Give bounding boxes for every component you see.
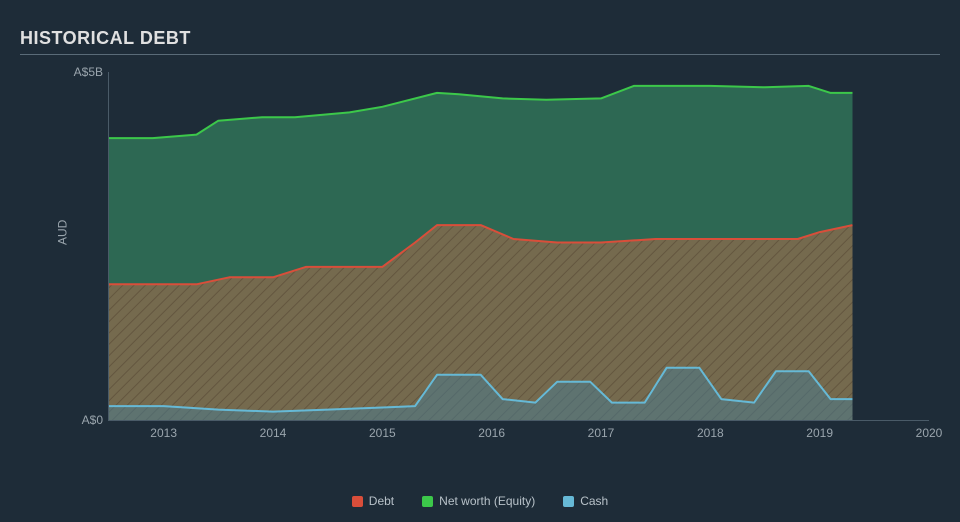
y-tick-label: A$0: [82, 413, 109, 427]
legend-item: Debt: [352, 493, 394, 508]
chart-area: A$0A$5B20132014201520162017201820192020 …: [20, 72, 940, 462]
plot-region: A$0A$5B20132014201520162017201820192020: [108, 72, 929, 421]
legend-label: Cash: [580, 494, 608, 508]
title-underline: [20, 54, 940, 55]
area-chart-svg: [109, 72, 929, 420]
x-tick-label: 2015: [369, 420, 396, 440]
x-tick-label: 2020: [916, 420, 943, 440]
x-tick-label: 2016: [478, 420, 505, 440]
x-tick-label: 2013: [150, 420, 177, 440]
x-tick-label: 2014: [260, 420, 287, 440]
x-tick-label: 2019: [806, 420, 833, 440]
x-tick-label: 2018: [697, 420, 724, 440]
legend-label: Net worth (Equity): [439, 494, 535, 508]
legend-swatch: [422, 496, 433, 507]
legend-item: Net worth (Equity): [422, 493, 535, 508]
legend-label: Debt: [369, 494, 394, 508]
y-tick-label: A$5B: [74, 65, 109, 79]
y-axis-label: AUD: [56, 220, 70, 245]
legend-swatch: [563, 496, 574, 507]
chart-container: HISTORICAL DEBT A$0A$5B20132014201520162…: [0, 0, 960, 522]
x-tick-label: 2017: [588, 420, 615, 440]
chart-title: HISTORICAL DEBT: [20, 28, 191, 49]
legend-swatch: [352, 496, 363, 507]
legend: Debt Net worth (Equity) Cash: [0, 493, 960, 508]
legend-item: Cash: [563, 493, 608, 508]
